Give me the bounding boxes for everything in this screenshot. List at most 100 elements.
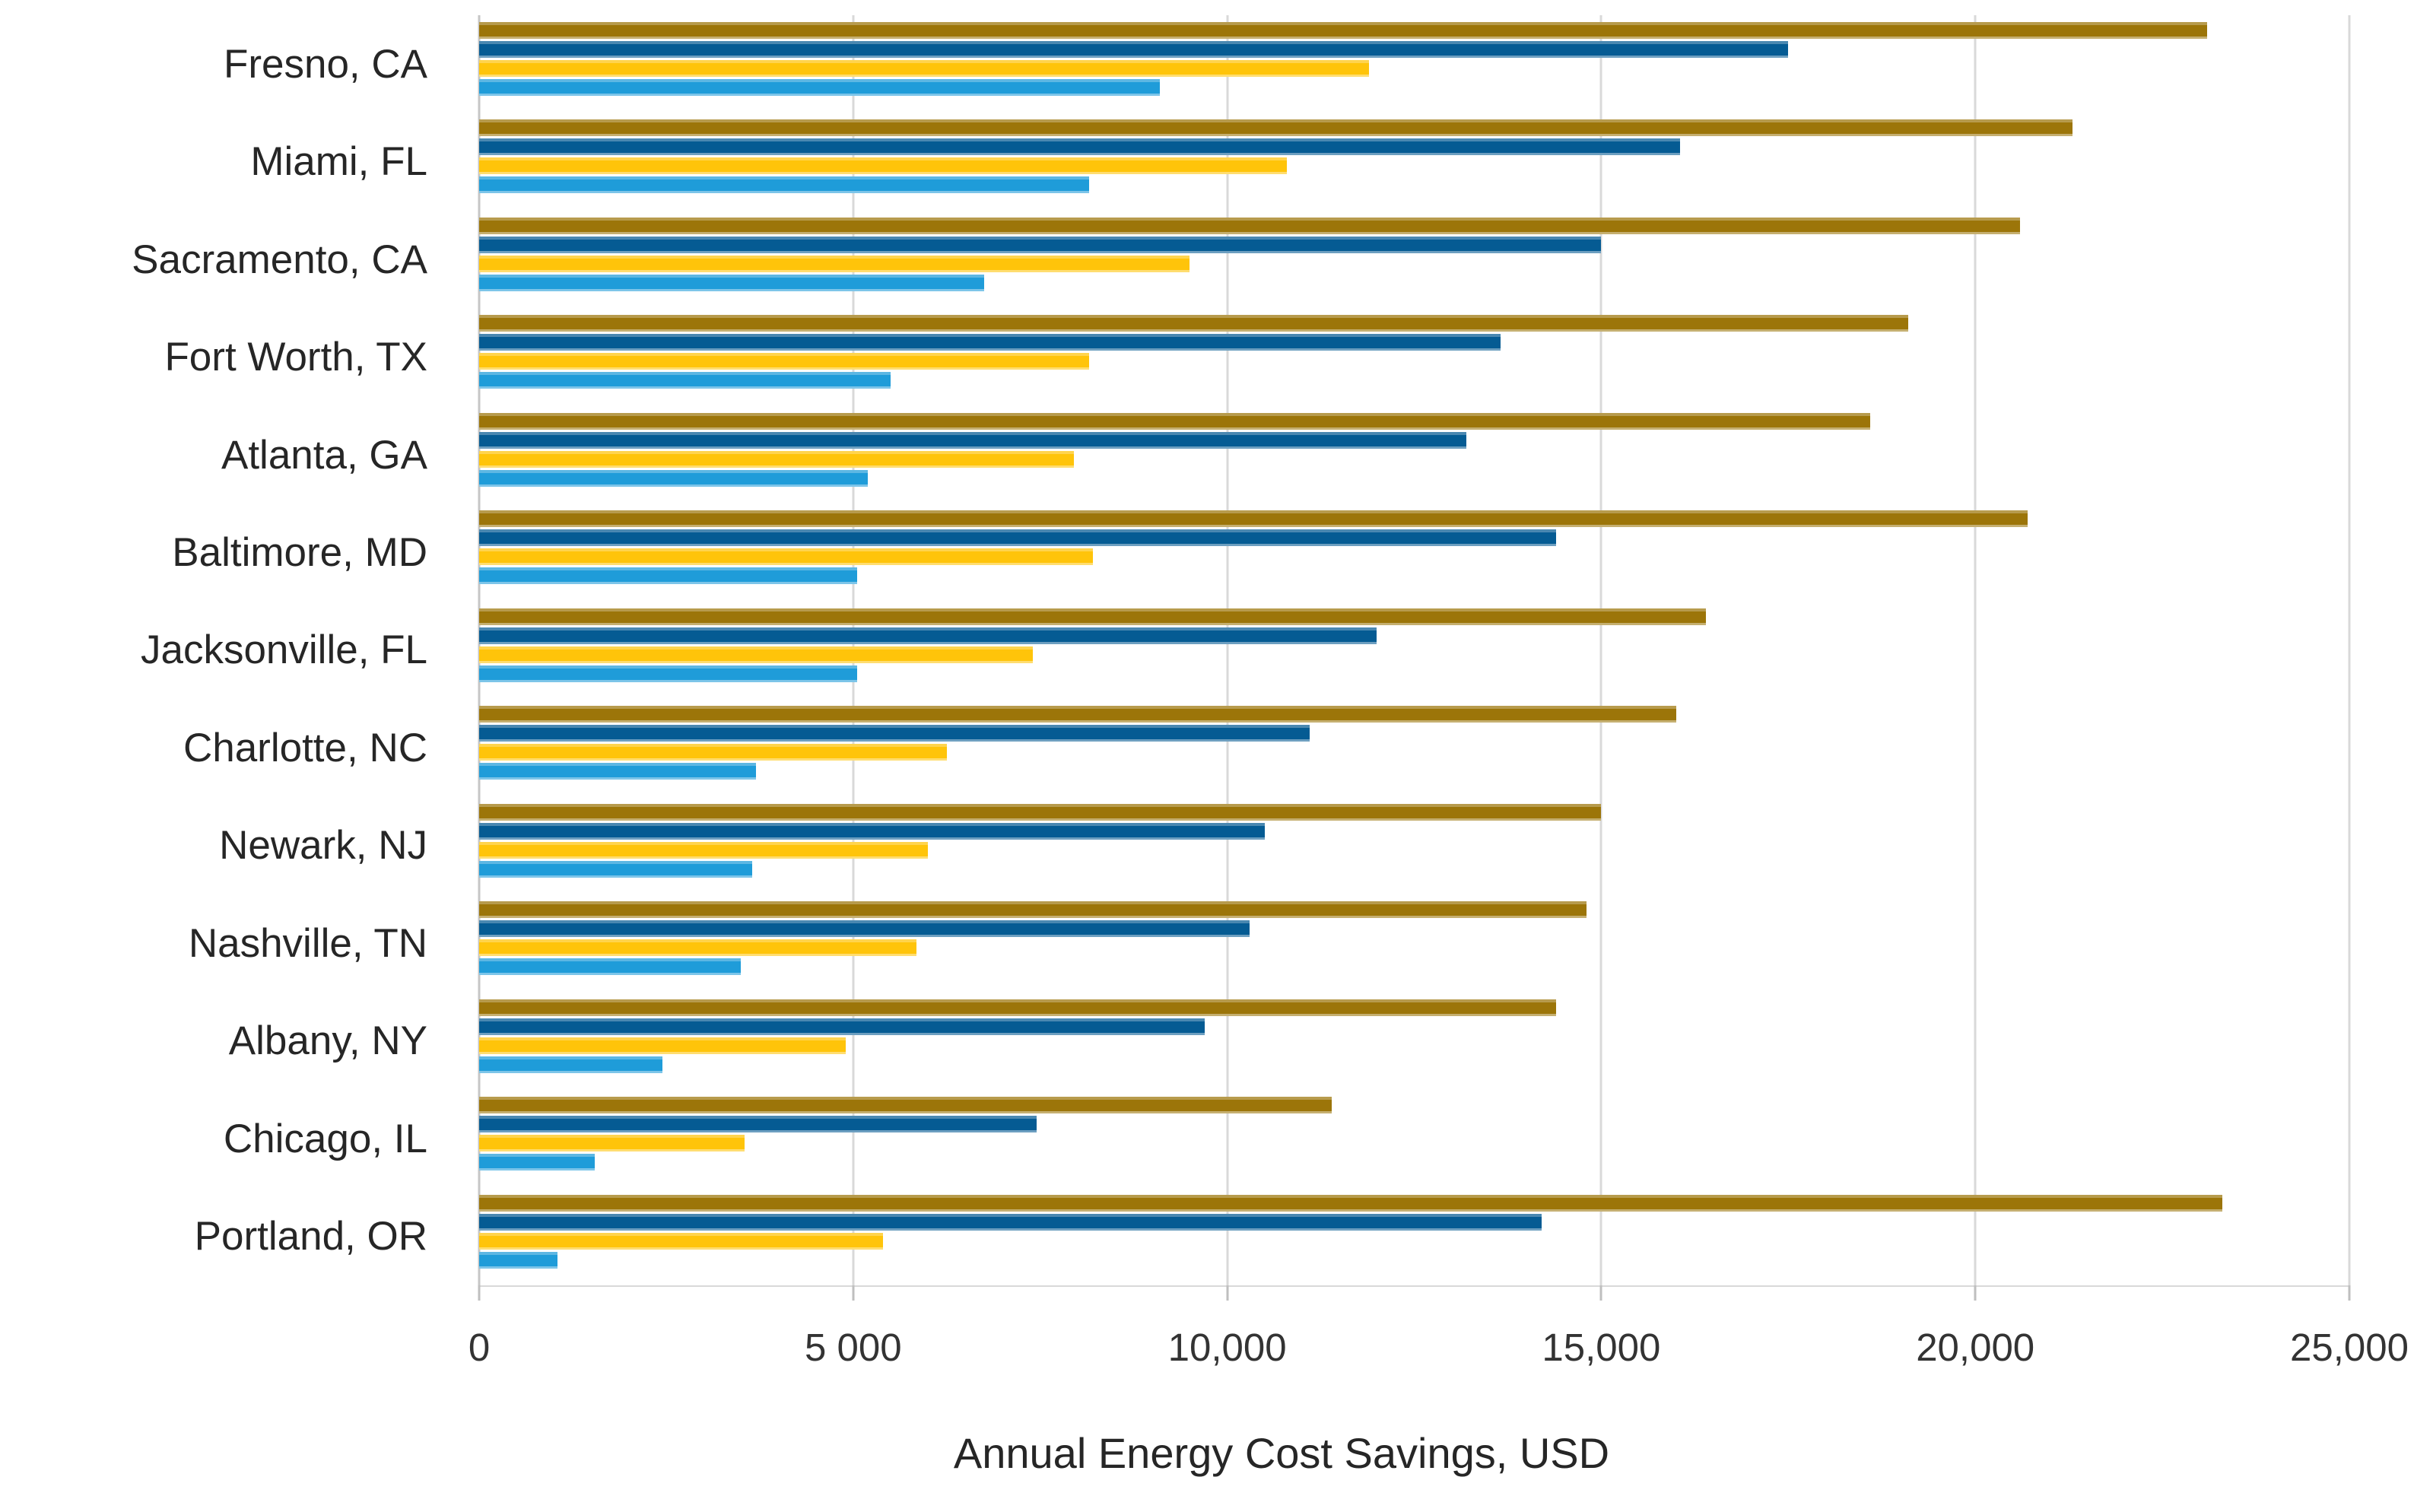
tick-mark bbox=[2348, 1285, 2351, 1301]
light-blue-bar bbox=[479, 274, 984, 291]
category-label: Newark, NJ bbox=[219, 823, 427, 869]
light-blue-bar bbox=[479, 79, 1161, 96]
dark-blue-bar bbox=[479, 822, 1265, 840]
bar-group bbox=[479, 211, 2349, 308]
category-label: Baltimore, MD bbox=[172, 530, 427, 576]
yellow-bar bbox=[479, 939, 917, 957]
yellow-bar bbox=[479, 548, 1093, 566]
x-tick-label: 10,000 bbox=[1167, 1326, 1287, 1369]
light-blue-bar bbox=[479, 469, 869, 487]
dark-gold-bar bbox=[479, 412, 1871, 430]
x-tick-label: 0 bbox=[468, 1326, 491, 1369]
gridline bbox=[1974, 15, 1977, 1285]
dark-gold-bar bbox=[479, 706, 1676, 723]
dark-gold-bar bbox=[479, 901, 1587, 919]
bar-group bbox=[479, 797, 2349, 894]
tick-mark bbox=[1974, 1285, 1977, 1301]
x-axis-baseline bbox=[479, 1285, 2349, 1287]
category-label: Portland, OR bbox=[194, 1214, 427, 1259]
dark-blue-bar bbox=[479, 236, 1602, 253]
gridline bbox=[1599, 15, 1602, 1285]
light-blue-bar bbox=[479, 763, 756, 780]
category-label: Miami, FL bbox=[250, 139, 427, 185]
category-label: Atlanta, GA bbox=[221, 432, 427, 478]
category-label: Charlotte, NC bbox=[183, 725, 427, 770]
tick-mark bbox=[1599, 1285, 1602, 1301]
bar-group bbox=[479, 113, 2349, 210]
x-tick-label: 15,000 bbox=[1542, 1326, 1661, 1369]
dark-gold-bar bbox=[479, 803, 1602, 821]
dark-blue-bar bbox=[479, 41, 1789, 58]
yellow-bar bbox=[479, 60, 1370, 77]
x-tick-label: 25,000 bbox=[2290, 1326, 2409, 1369]
bar-group bbox=[479, 15, 2349, 113]
light-blue-bar bbox=[479, 860, 752, 878]
light-blue-bar bbox=[479, 176, 1089, 194]
y-axis-labels: Fresno, CA Miami, FL Sacramento, CA Fort Wo… bbox=[0, 15, 453, 1285]
tick-mark bbox=[1226, 1285, 1229, 1301]
yellow-bar bbox=[479, 450, 1074, 468]
x-tick-label: 20,000 bbox=[1916, 1326, 2035, 1369]
yellow-bar bbox=[479, 157, 1288, 175]
dark-gold-bar bbox=[479, 999, 1557, 1016]
yellow-bar bbox=[479, 1232, 884, 1250]
dark-blue-bar bbox=[479, 1018, 1205, 1035]
dark-blue-bar bbox=[479, 1213, 1542, 1231]
dark-gold-bar bbox=[479, 119, 2073, 137]
light-blue-bar bbox=[479, 1056, 662, 1073]
light-blue-bar bbox=[479, 665, 857, 682]
bar-group bbox=[479, 503, 2349, 601]
dark-blue-bar bbox=[479, 529, 1557, 547]
dark-gold-bar bbox=[479, 1097, 1332, 1114]
bar-group bbox=[479, 308, 2349, 405]
bar-group bbox=[479, 699, 2349, 796]
light-blue-bar bbox=[479, 567, 857, 585]
plot-area bbox=[478, 15, 2351, 1301]
dark-blue-bar bbox=[479, 138, 1680, 156]
dark-gold-bar bbox=[479, 608, 1707, 625]
category-label: Chicago, IL bbox=[223, 1116, 427, 1161]
dark-blue-bar bbox=[479, 627, 1377, 644]
yellow-bar bbox=[479, 1135, 745, 1152]
dark-blue-bar bbox=[479, 725, 1310, 742]
x-tick-label: 5 000 bbox=[804, 1326, 902, 1369]
tick-mark bbox=[478, 1285, 481, 1301]
category-label: Sacramento, CA bbox=[132, 237, 427, 282]
yellow-bar bbox=[479, 646, 1033, 663]
dark-gold-bar bbox=[479, 1194, 2222, 1212]
gridline bbox=[1226, 15, 1229, 1285]
bar-group bbox=[479, 602, 2349, 699]
light-blue-bar bbox=[479, 1154, 596, 1171]
yellow-bar bbox=[479, 841, 929, 859]
yellow-bar bbox=[479, 353, 1089, 370]
light-blue-bar bbox=[479, 1251, 558, 1269]
light-blue-bar bbox=[479, 958, 742, 976]
dark-gold-bar bbox=[479, 315, 1908, 332]
bar-group bbox=[479, 894, 2349, 992]
yellow-bar bbox=[479, 255, 1190, 272]
dark-blue-bar bbox=[479, 1116, 1037, 1133]
dark-gold-bar bbox=[479, 510, 2028, 528]
tick-mark bbox=[852, 1285, 855, 1301]
gridline bbox=[2348, 15, 2351, 1285]
dark-blue-bar bbox=[479, 920, 1250, 938]
light-blue-bar bbox=[479, 372, 891, 389]
x-axis-ticks: 0 5 000 10,000 15,000 20,000 25,000 bbox=[468, 1325, 2409, 1378]
category-label: Albany, NY bbox=[228, 1018, 427, 1064]
dark-gold-bar bbox=[479, 217, 2021, 234]
category-label: Fresno, CA bbox=[223, 41, 427, 87]
bar-group bbox=[479, 1188, 2349, 1285]
dark-blue-bar bbox=[479, 334, 1501, 351]
category-label: Jacksonville, FL bbox=[140, 627, 427, 673]
dark-gold-bar bbox=[479, 22, 2208, 39]
yellow-bar bbox=[479, 1037, 846, 1054]
bar-group bbox=[479, 1090, 2349, 1187]
yellow-bar bbox=[479, 744, 947, 761]
category-label: Fort Worth, TX bbox=[164, 335, 427, 380]
dark-blue-bar bbox=[479, 431, 1467, 449]
bar-group bbox=[479, 406, 2349, 503]
category-label: Nashville, TN bbox=[188, 920, 427, 966]
x-axis-title: Annual Energy Cost Savings, USD bbox=[953, 1429, 1610, 1477]
bar-group bbox=[479, 993, 2349, 1090]
